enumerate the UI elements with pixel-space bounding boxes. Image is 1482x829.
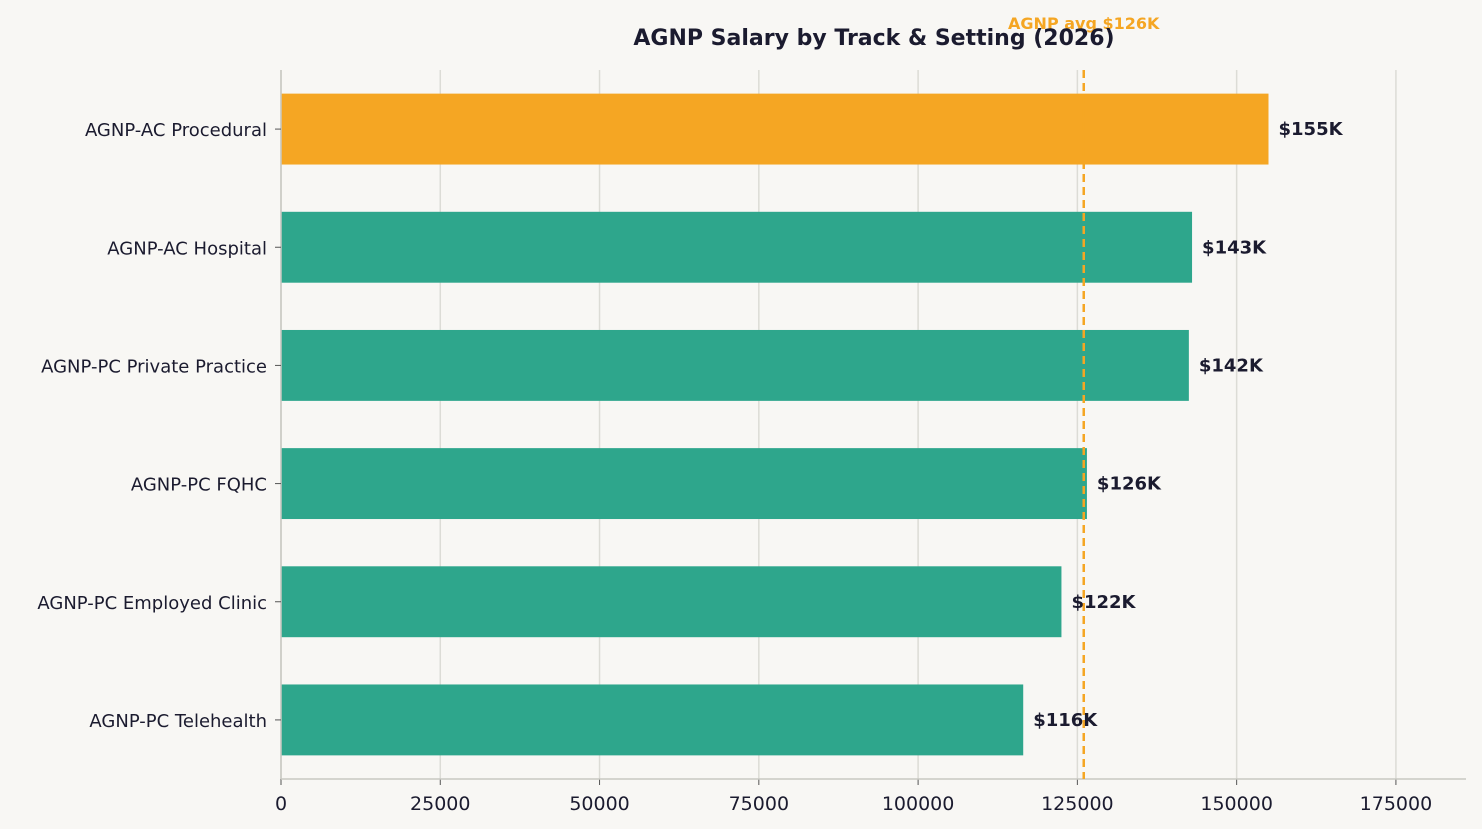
x-tick-label-1: 25000 (410, 793, 470, 815)
x-tick-label-5: 125000 (1041, 793, 1114, 815)
category-label-4: AGNP-PC Employed Clinic (37, 593, 267, 614)
category-label-3: AGNP-PC FQHC (131, 475, 267, 496)
data-label-1: $143K (1202, 237, 1267, 258)
x-tick-label-6: 150000 (1200, 793, 1273, 815)
x-tick-label-0: 0 (275, 793, 287, 815)
category-label-1: AGNP-AC Hospital (107, 238, 267, 259)
category-label-0: AGNP-AC Procedural (85, 120, 267, 141)
data-label-2: $142K (1199, 355, 1264, 376)
bar-4 (281, 566, 1062, 638)
bars (281, 93, 1269, 756)
data-label-4: $122K (1071, 592, 1136, 613)
x-tick-label-7: 175000 (1360, 793, 1433, 815)
average-reference-label: AGNP avg $126K (1008, 14, 1160, 33)
bar-2 (281, 329, 1189, 401)
reference-line-group: AGNP avg $126K (1008, 14, 1160, 779)
x-tick-label-3: 75000 (729, 793, 789, 815)
data-label-5: $116K (1033, 710, 1098, 731)
bar-1 (281, 211, 1193, 283)
axes: 0 25000 50000 75000 100000 125000 150000 175000… (37, 70, 1466, 815)
bar-5 (281, 684, 1024, 756)
x-tick-label-2: 50000 (569, 793, 629, 815)
x-tick-label-4: 100000 (882, 793, 955, 815)
category-label-2: AGNP-PC Private Practice (41, 356, 267, 377)
data-label-3: $126K (1097, 474, 1162, 495)
category-label-5: AGNP-PC Telehealth (89, 711, 267, 732)
data-labels: $155K $143K $142K $126K $122K $116K (1033, 119, 1343, 731)
data-label-0: $155K (1279, 119, 1344, 140)
bar-0 (281, 93, 1269, 165)
bar-3 (281, 448, 1087, 520)
chart-title: AGNP Salary by Track & Setting (2026) (633, 26, 1114, 51)
